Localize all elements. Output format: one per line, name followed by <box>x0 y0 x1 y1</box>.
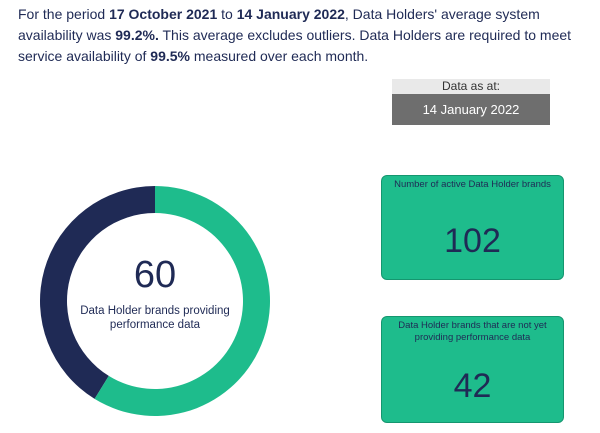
availability-summary: For the period 17 October 2021 to 14 Jan… <box>18 4 588 67</box>
donut-center-number: 60 <box>133 254 177 296</box>
donut-svg <box>40 186 270 416</box>
intro-text: This average excludes outliers. Data Hol… <box>18 27 572 64</box>
donut-chart: 60 Data Holder brands providing performa… <box>40 186 270 416</box>
intro-text: to <box>217 6 237 22</box>
required-availability: 99.5% <box>150 48 190 64</box>
donut-segment-not-providing <box>40 186 155 399</box>
kpi-card-active-brands: Number of active Data Holder brands 102 <box>381 175 564 280</box>
data-as-at-date: 14 January 2022 <box>392 94 550 125</box>
average-availability: 99.2%. <box>115 27 159 43</box>
donut-segment-providing <box>94 186 270 416</box>
period-start-date: 17 October 2021 <box>109 6 218 22</box>
donut-center-caption: Data Holder brands providing performance… <box>80 305 230 331</box>
kpi-title: Data Holder brands that are not yet prov… <box>398 320 547 343</box>
kpi-value: 42 <box>453 367 492 405</box>
kpi-title: Number of active Data Holder brands <box>394 179 551 190</box>
intro-text: measured over each month. <box>189 48 369 64</box>
data-as-at-label: Data as at: <box>392 79 550 94</box>
intro-text: , Data Holders' average system availabil… <box>18 6 540 43</box>
kpi-card-not-providing: Data Holder brands that are not yet prov… <box>381 316 564 423</box>
period-end-date: 14 January 2022 <box>236 6 345 22</box>
intro-text: For the period <box>18 6 110 22</box>
kpi-value: 102 <box>444 222 501 260</box>
